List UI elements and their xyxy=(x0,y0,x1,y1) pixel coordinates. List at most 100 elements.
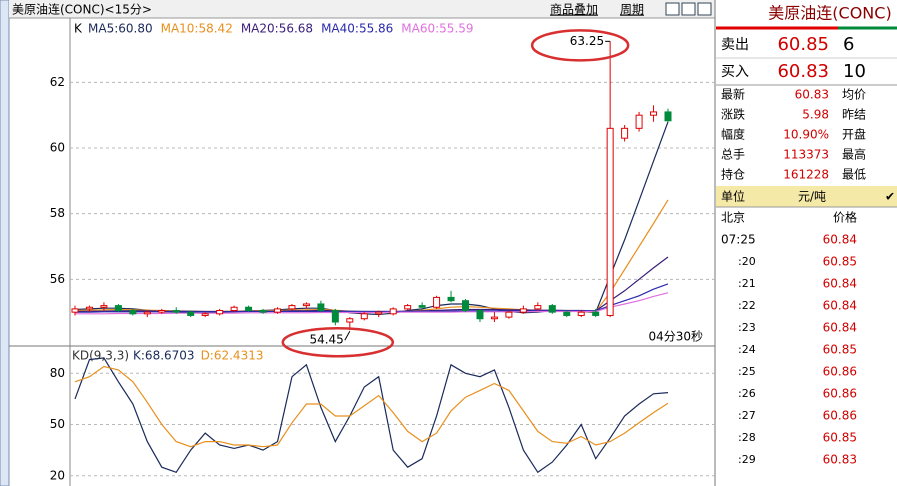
low-label: 54.45 xyxy=(309,333,343,347)
kd-line xyxy=(74,365,669,448)
legend-entry: MA40:55.86 xyxy=(321,22,393,36)
leader xyxy=(344,330,351,341)
y-tick-label: 50 xyxy=(50,417,65,431)
pane-title: KD(9,3,3) xyxy=(72,349,129,363)
quote-title: 美原油连(CONC) xyxy=(768,4,891,23)
tick-price: 60.84 xyxy=(823,321,857,335)
candle-body xyxy=(360,313,368,320)
tick-price: 60.83 xyxy=(823,453,857,467)
y-tick-label: 80 xyxy=(50,366,65,380)
nav-icon[interactable] xyxy=(697,2,712,16)
y-tick-label: 56 xyxy=(50,272,65,286)
tick-time: 07:25 xyxy=(721,233,756,247)
candle-body xyxy=(476,310,484,320)
unit-value: 元/吨 xyxy=(798,190,826,204)
highlight-ring xyxy=(281,326,395,358)
window-title: 美原油连(CONC)<15分> xyxy=(12,2,152,17)
tick-price: 60.86 xyxy=(823,387,857,401)
top-bar xyxy=(9,0,715,18)
period-button[interactable]: 周期 xyxy=(620,3,644,17)
candle-body xyxy=(621,127,629,139)
tick-price: 60.86 xyxy=(823,365,857,379)
legend-entry: K:68.6703 xyxy=(133,349,195,363)
quote-header xyxy=(716,0,897,28)
pane-label: K xyxy=(74,22,83,36)
y-tick-label: 62 xyxy=(50,75,65,89)
candle-body xyxy=(433,296,441,308)
candle-body xyxy=(418,305,426,308)
candle-body xyxy=(143,311,151,315)
row-label: 涨跌 xyxy=(721,107,745,122)
row-value: 161228 xyxy=(783,168,829,182)
candle-body xyxy=(302,303,310,307)
candle-body xyxy=(548,305,556,313)
row-label: 开盘 xyxy=(842,127,866,142)
nav-icon[interactable] xyxy=(665,2,680,16)
tick-time: :27 xyxy=(738,409,756,422)
overlay-button[interactable]: 商品叠加 xyxy=(550,2,598,17)
row-label: 持仓 xyxy=(721,167,745,182)
row-label: 最新 xyxy=(721,87,745,102)
y-tick-label: 60 xyxy=(50,141,65,155)
candle-body xyxy=(490,316,498,320)
tick-price: 60.84 xyxy=(823,277,857,291)
row-label: 最高 xyxy=(842,147,866,162)
quote-price: 60.85 xyxy=(777,34,829,55)
candle-body xyxy=(100,305,108,308)
check-icon: ✔ xyxy=(885,190,895,204)
candle-body xyxy=(462,300,470,312)
candle-body xyxy=(505,311,513,318)
candle-body xyxy=(389,308,397,315)
tick-time: :22 xyxy=(738,299,756,312)
side-strip xyxy=(0,0,10,486)
legend-entry: MA60:55.59 xyxy=(401,22,473,36)
quote-volume: 6 xyxy=(843,34,854,55)
quote-price: 60.83 xyxy=(777,61,829,82)
row-label: 均价 xyxy=(842,88,866,102)
candle-body xyxy=(259,310,267,313)
row-value: 113373 xyxy=(783,148,829,162)
tick-price: 60.86 xyxy=(823,409,857,423)
tick-time: :25 xyxy=(738,365,756,378)
candle-body xyxy=(288,305,296,310)
tick-price: 60.84 xyxy=(823,233,857,247)
tick-price: 60.85 xyxy=(823,255,857,269)
candle-body xyxy=(273,308,281,313)
candle-body xyxy=(650,111,658,116)
candle-body xyxy=(114,305,122,312)
tick-price: 60.85 xyxy=(823,431,857,445)
candle-body xyxy=(534,305,542,310)
candle-body xyxy=(172,310,180,313)
candle-body xyxy=(331,310,339,323)
candle-body xyxy=(519,308,527,313)
candle-body xyxy=(606,127,614,316)
tick-time: :28 xyxy=(738,431,756,444)
candle-body xyxy=(187,311,195,316)
ticks-header: 价格 xyxy=(833,210,857,225)
candle-body xyxy=(404,305,412,310)
candle-body xyxy=(230,306,238,312)
candle-body xyxy=(635,114,643,129)
row-value: 60.83 xyxy=(795,88,829,102)
legend-entry: MA5:60.80 xyxy=(88,22,153,36)
row-label: 昨结 xyxy=(842,108,866,122)
row-label: 最低 xyxy=(842,168,866,182)
ticks-header: 北京 xyxy=(721,211,745,225)
legend-entry: MA10:58.42 xyxy=(161,22,233,36)
candle-body xyxy=(346,318,354,323)
y-tick-label: 58 xyxy=(50,206,65,220)
candle-body xyxy=(129,310,137,315)
nav-icon[interactable] xyxy=(681,2,696,16)
quote-label: 卖出 xyxy=(721,37,749,53)
candle-body xyxy=(375,311,383,315)
row-value: 5.98 xyxy=(802,108,829,122)
candle-body xyxy=(201,313,209,316)
row-value: 10.90% xyxy=(783,128,829,142)
candle-body xyxy=(563,311,571,316)
candle-body xyxy=(577,311,585,316)
legend-entry: D:62.4313 xyxy=(201,349,264,363)
tick-time: :21 xyxy=(738,277,756,290)
candle-body xyxy=(71,308,79,313)
